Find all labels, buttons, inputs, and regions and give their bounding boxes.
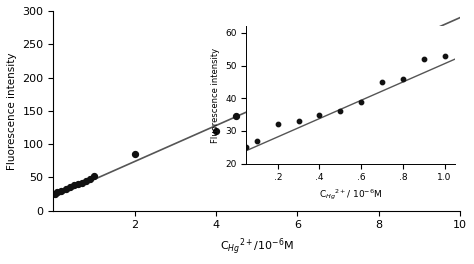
Point [316,112,323,117]
X-axis label: C$_{Hg}$$^{2+}$/ 10$^{-6}$M: C$_{Hg}$$^{2+}$/ 10$^{-6}$M [319,188,383,202]
Point [416,35,423,40]
Point [70,183,77,188]
Point [78,181,86,185]
Point [420,57,428,61]
Y-axis label: Fluorescence intensity: Fluorescence intensity [211,48,220,143]
Point [441,54,448,58]
Point [74,182,82,186]
Point [243,145,250,149]
Y-axis label: Fluorescence intensity: Fluorescence intensity [7,52,17,169]
Point [86,177,94,181]
Point [233,114,240,118]
Point [82,179,90,183]
Point [212,129,220,133]
Point [66,185,73,190]
Point [131,152,138,156]
Point [357,100,365,104]
Point [62,187,69,192]
Point [253,139,261,143]
Point [274,122,282,126]
Point [52,192,59,196]
Point [293,78,301,82]
Point [399,77,407,81]
X-axis label: C$_{Hg}$$^{2+}$/10$^{-6}$M: C$_{Hg}$$^{2+}$/10$^{-6}$M [219,236,294,257]
Point [90,174,98,178]
Point [58,189,65,193]
Point [375,50,383,54]
Point [378,80,386,84]
Point [295,119,302,123]
Point [54,190,61,194]
Point [337,109,344,114]
